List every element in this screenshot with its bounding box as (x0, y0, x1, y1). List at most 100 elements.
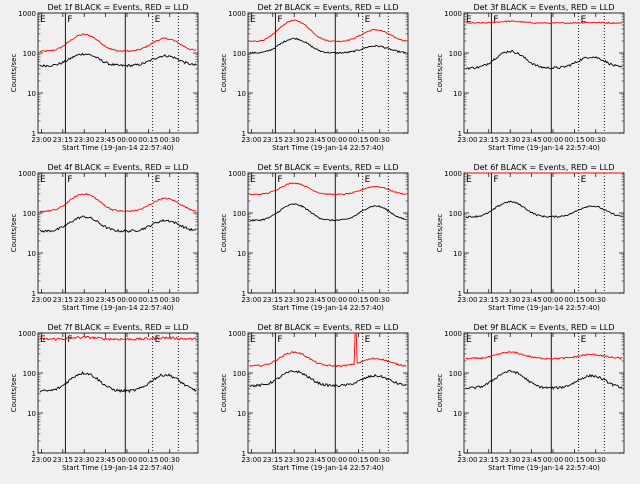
y-tick-label: 1000 (444, 330, 462, 338)
events-series-line (465, 369, 623, 390)
y-tick-label: 1 (242, 290, 246, 298)
y-tick-label: 1 (32, 130, 36, 138)
y-tick-label: 100 (233, 370, 246, 378)
events-series-line (249, 37, 407, 55)
x-tick-label: 00:00 (327, 136, 347, 144)
y-tick-label: 1000 (228, 170, 246, 178)
events-series-line (249, 370, 407, 388)
plot-frame (37, 12, 199, 134)
detector-panel: Det 5f BLACK = Events, RED = LLD 1 10 100 10… (220, 163, 409, 312)
x-tick-label: 23:30 (284, 136, 304, 144)
x-axis-label: Start Time (19-Jan-14 22:57:40) (62, 144, 174, 152)
start-marker-label: E (40, 335, 46, 345)
x-tick-label: 23:45 (521, 456, 541, 464)
y-tick-label: 100 (449, 210, 462, 218)
x-tick-label: 00:00 (543, 296, 563, 304)
y-axis-label: Counts/sec (10, 374, 18, 413)
panel-title: Det 2f BLACK = Events, RED = LLD (257, 3, 398, 12)
detector-panel: Det 8f BLACK = Events, RED = LLD 1 10 100 10… (220, 323, 409, 472)
y-axis-label: Counts/sec (10, 54, 18, 93)
lld-series-line (249, 332, 407, 368)
lld-series-line (465, 351, 623, 360)
y-tick-label: 1 (242, 450, 246, 458)
detector-panel: Det 4f BLACK = Events, RED = LLD 1 10 100 10… (10, 163, 199, 312)
y-tick-label: 10 (453, 410, 462, 418)
x-tick-label: 23:15 (479, 456, 499, 464)
plot-frame (463, 172, 625, 294)
panel-title: Det 8f BLACK = Events, RED = LLD (257, 323, 398, 332)
x-tick-label: 00:15 (138, 456, 158, 464)
start-marker-label: E (466, 335, 472, 345)
y-tick-label: 100 (449, 370, 462, 378)
x-tick-label: 23:30 (284, 456, 304, 464)
x-tick-label: 23:45 (95, 456, 115, 464)
y-axis-label: Counts/sec (220, 214, 228, 253)
x-tick-label: 23:00 (241, 296, 261, 304)
x-tick-label: 00:15 (564, 296, 584, 304)
x-tick-label: 23:00 (457, 296, 477, 304)
x-axis-label: Start Time (19-Jan-14 22:57:40) (488, 144, 600, 152)
x-tick-label: 23:30 (74, 456, 94, 464)
events-series-line (465, 50, 623, 70)
detector-panel: Det 2f BLACK = Events, RED = LLD 1 10 100 10… (220, 3, 409, 152)
x-tick-label: 23:00 (31, 136, 51, 144)
event-marker-label: F (493, 15, 498, 25)
plot-frame (247, 12, 409, 134)
x-tick-label: 00:00 (117, 296, 137, 304)
y-tick-label: 1 (458, 450, 462, 458)
events-series-line (465, 200, 623, 219)
start-marker-label: E (250, 175, 256, 185)
x-axis-label: Start Time (19-Jan-14 22:57:40) (488, 464, 600, 472)
event-marker-label: F (67, 335, 72, 345)
plot-frame (247, 332, 409, 454)
x-axis-label: Start Time (19-Jan-14 22:57:40) (272, 304, 384, 312)
plot-frame (463, 12, 625, 134)
event-marker-label: E (155, 15, 161, 25)
y-tick-label: 1 (32, 290, 36, 298)
y-tick-label: 10 (237, 250, 246, 258)
plot-frame (37, 172, 199, 294)
x-tick-label: 23:15 (53, 456, 73, 464)
x-tick-label: 23:00 (241, 136, 261, 144)
y-axis-label: Counts/sec (220, 54, 228, 93)
x-tick-label: 23:15 (263, 296, 283, 304)
panel-title: Det 5f BLACK = Events, RED = LLD (257, 163, 398, 172)
x-tick-label: 00:30 (586, 296, 606, 304)
y-tick-label: 10 (453, 90, 462, 98)
x-tick-label: 23:00 (241, 456, 261, 464)
lld-series-line (39, 192, 197, 213)
y-axis-label: Counts/sec (436, 214, 444, 253)
x-tick-label: 00:00 (117, 456, 137, 464)
x-tick-label: 00:15 (348, 136, 368, 144)
x-tick-label: 00:30 (370, 136, 390, 144)
x-tick-label: 00:15 (564, 456, 584, 464)
y-tick-label: 10 (237, 90, 246, 98)
x-tick-label: 00:15 (138, 136, 158, 144)
lld-series-line (39, 335, 197, 341)
plot-frame (247, 172, 409, 294)
events-series-line (39, 370, 197, 394)
x-tick-label: 23:00 (31, 296, 51, 304)
x-axis-label: Start Time (19-Jan-14 22:57:40) (62, 464, 174, 472)
x-tick-label: 23:00 (457, 136, 477, 144)
x-tick-label: 23:45 (521, 296, 541, 304)
y-axis-label: Counts/sec (436, 374, 444, 413)
x-tick-label: 23:45 (521, 136, 541, 144)
x-tick-label: 23:15 (479, 136, 499, 144)
detector-panel: Det 6f BLACK = Events, RED = LLD 1 10 100 10… (436, 163, 625, 312)
y-tick-label: 1000 (228, 10, 246, 18)
x-tick-label: 00:00 (543, 136, 563, 144)
x-axis-label: Start Time (19-Jan-14 22:57:40) (272, 464, 384, 472)
x-tick-label: 23:30 (284, 296, 304, 304)
x-tick-label: 23:30 (74, 296, 94, 304)
y-tick-label: 1000 (18, 10, 36, 18)
y-tick-label: 1 (242, 130, 246, 138)
events-series-line (249, 203, 407, 222)
x-tick-label: 00:15 (564, 136, 584, 144)
x-tick-label: 23:15 (263, 136, 283, 144)
y-tick-label: 1000 (228, 330, 246, 338)
x-tick-label: 23:30 (74, 136, 94, 144)
panel-title: Det 1f BLACK = Events, RED = LLD (47, 3, 188, 12)
x-tick-label: 00:30 (586, 136, 606, 144)
